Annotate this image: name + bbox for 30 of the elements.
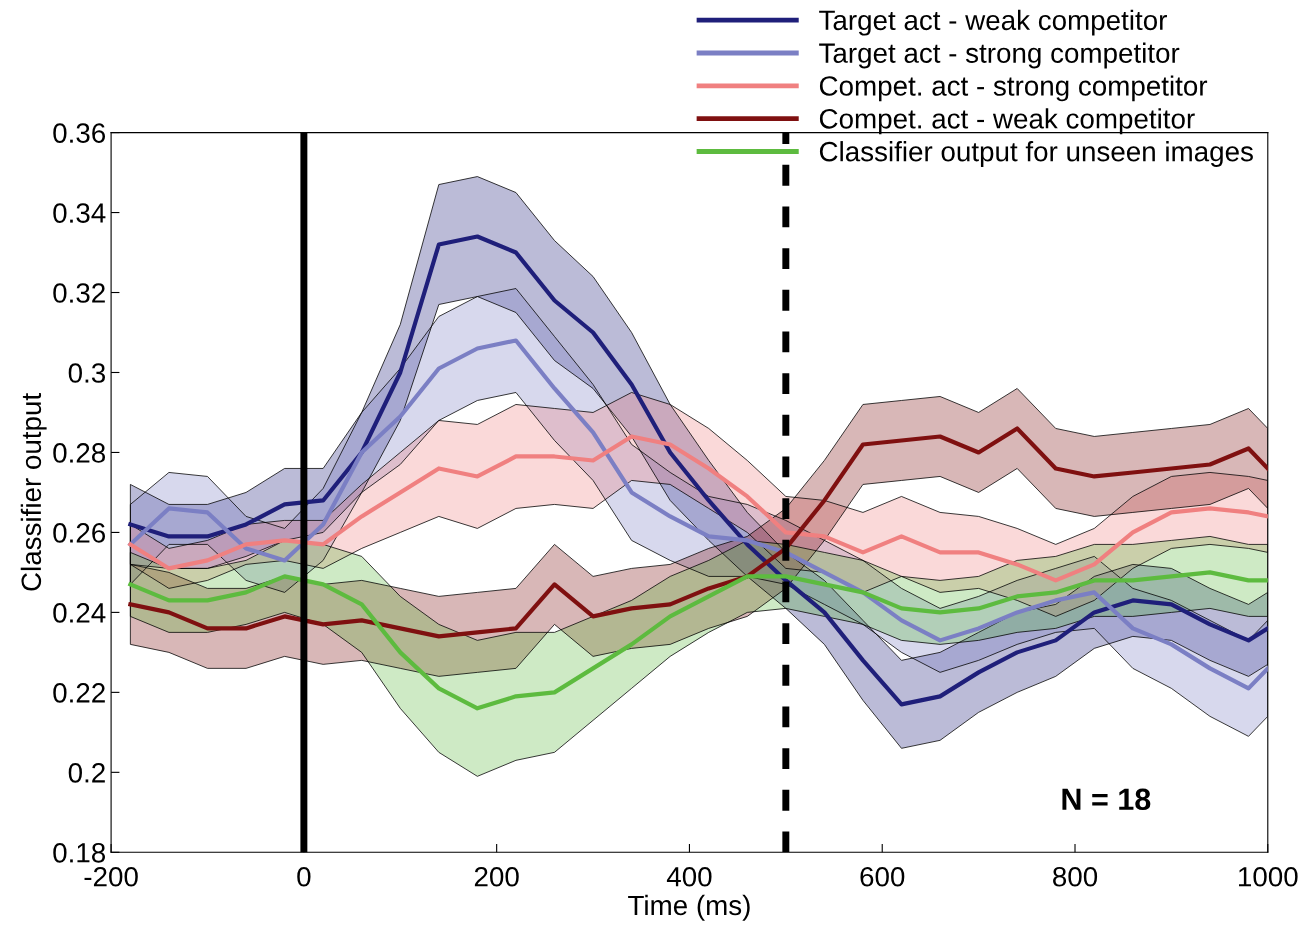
y-tick-label: 0.34	[53, 203, 106, 223]
line-series	[128, 570, 1268, 711]
x-tick-label: 800	[1053, 866, 1098, 887]
y-tick-label: 0.24	[53, 603, 106, 623]
y-axis-title: Classifier output	[20, 393, 47, 591]
x-tick-label: 0	[297, 866, 311, 887]
legend-label: Classifier output for unseen images	[819, 141, 1253, 167]
legend-label: Compet. act - strong competitor	[819, 75, 1208, 102]
x-tick-label: 600	[860, 866, 905, 887]
line-series	[128, 338, 1268, 691]
legend-label: Compet. act - weak competitor	[819, 108, 1195, 135]
annotation: N = 18	[1062, 788, 1151, 811]
x-axis-title: Time (ms)	[628, 894, 750, 921]
y-tick-label: 0.32	[53, 283, 105, 303]
y-tick-label: 0.28	[53, 443, 106, 463]
y-tick-label: 0.22	[53, 683, 105, 703]
legend-label: Target act - strong competitor	[819, 42, 1180, 69]
y-tick-label: 0.26	[53, 523, 106, 543]
x-tick-label: 200	[474, 866, 519, 887]
line-series	[128, 434, 1268, 583]
x-tick-label: 1000	[1239, 866, 1298, 887]
y-tick-label: 0.36	[53, 123, 106, 143]
y-tick-label: 0.2	[68, 763, 105, 783]
legend-label: Target act - weak competitor	[819, 9, 1167, 36]
x-tick-label: -200	[84, 866, 138, 887]
y-tick-label: 0.3	[68, 363, 106, 383]
x-tick-label: 400	[666, 866, 712, 887]
line-series	[128, 426, 1268, 639]
line-series	[128, 234, 1268, 707]
y-tick-label: 0.18	[53, 842, 106, 863]
